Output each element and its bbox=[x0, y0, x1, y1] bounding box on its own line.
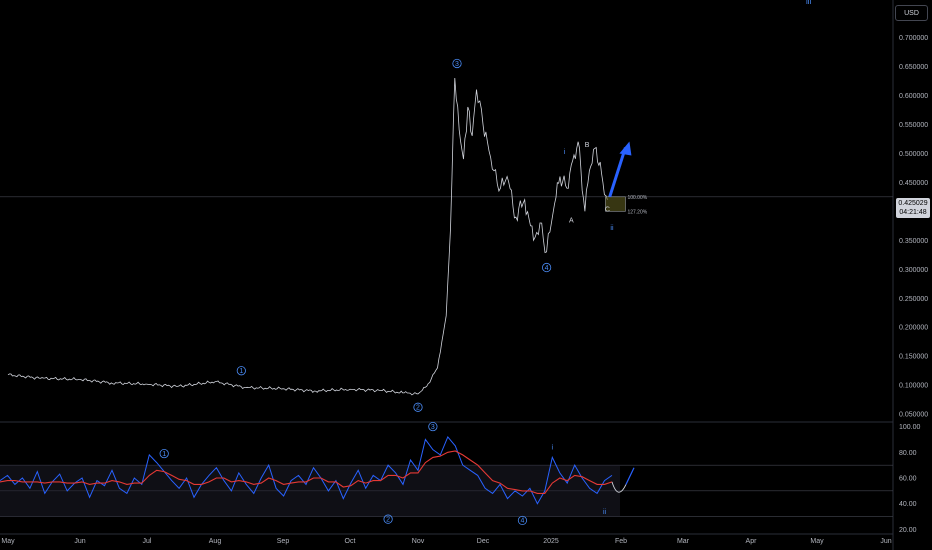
price-tick-label: 0.700000 bbox=[899, 35, 928, 42]
rsi-wave-label-circle bbox=[428, 421, 438, 432]
time-tick-label: Jun bbox=[74, 538, 85, 545]
time-tick-label: May bbox=[810, 538, 824, 545]
countdown-timer: 04:21:48 bbox=[899, 209, 927, 216]
rsi-tick-label: 60.00 bbox=[899, 476, 917, 483]
time-tick-label: Mar bbox=[677, 538, 690, 545]
price-tick-label: 0.300000 bbox=[899, 267, 928, 274]
price-tick-label: 0.250000 bbox=[899, 296, 928, 303]
rsi-signal-line bbox=[0, 450, 613, 494]
rsi-wave-label: 4 bbox=[520, 518, 524, 525]
wave-marker-top: iii bbox=[806, 0, 812, 6]
wave-label: i bbox=[564, 149, 566, 156]
wave-label: C bbox=[605, 206, 610, 213]
time-tick-label: Aug bbox=[209, 538, 222, 545]
rsi-wave-label: 3 bbox=[431, 424, 435, 431]
wave-label-circle bbox=[236, 366, 246, 376]
price-tick-label: 0.050000 bbox=[899, 412, 928, 419]
wave-label: 2 bbox=[416, 405, 420, 412]
wave-label: 3 bbox=[455, 61, 459, 68]
last-price-tag: 0.425029 04:21:48 bbox=[896, 198, 930, 218]
time-tick-label: Oct bbox=[345, 538, 356, 545]
time-tick-label: May bbox=[1, 538, 15, 545]
time-tick-label: Nov bbox=[412, 538, 425, 545]
fib-zone bbox=[605, 196, 626, 212]
time-tick-label: Feb bbox=[615, 538, 627, 545]
wave-label-circle bbox=[413, 402, 423, 412]
time-tick-label: Apr bbox=[746, 538, 758, 545]
wave-label: 1 bbox=[239, 368, 243, 375]
rsi-band-fill bbox=[0, 465, 620, 517]
rsi-projection-arrow bbox=[625, 467, 635, 485]
price-tick-label: 0.500000 bbox=[899, 151, 928, 158]
price-tick-label: 0.450000 bbox=[899, 180, 928, 187]
rsi-tick-label: 40.00 bbox=[899, 501, 917, 508]
rsi-tick-label: 20.00 bbox=[899, 527, 917, 534]
last-price-value: 0.425029 bbox=[898, 200, 928, 207]
rsi-wave-label: ii bbox=[603, 509, 607, 516]
currency-button[interactable]: USD bbox=[895, 5, 928, 21]
time-tick-label: 2025 bbox=[543, 538, 559, 545]
price-tick-label: 0.600000 bbox=[899, 93, 928, 100]
wave-label: ii bbox=[610, 225, 614, 232]
time-tick-label: Dec bbox=[477, 538, 490, 545]
price-series-line bbox=[7, 77, 608, 396]
wave-label-circle bbox=[542, 262, 552, 273]
price-tick-label: 0.550000 bbox=[899, 122, 928, 129]
wave-label-circle bbox=[452, 58, 462, 69]
rsi-projection-curve bbox=[611, 481, 627, 493]
rsi-tick-label: 100.00 bbox=[899, 424, 921, 431]
price-tick-label: 0.650000 bbox=[899, 64, 928, 71]
projection-arrow-shaft bbox=[608, 147, 627, 198]
wave-label: 4 bbox=[545, 265, 549, 272]
price-tick-label: 0.350000 bbox=[899, 238, 928, 245]
rsi-wave-label-circle bbox=[383, 514, 393, 524]
rsi-wave-label: 2 bbox=[386, 516, 390, 523]
rsi-wave-label-circle bbox=[517, 515, 528, 526]
fib-level-label: 127.20% bbox=[627, 209, 647, 215]
price-tick-label: 0.100000 bbox=[899, 383, 928, 390]
time-tick-label: Sep bbox=[277, 538, 290, 545]
fib-level-label: 100.00% bbox=[627, 195, 647, 201]
rsi-wave-label: i bbox=[552, 445, 554, 452]
rsi-wave-label: 1 bbox=[162, 451, 166, 458]
wave-label: B bbox=[585, 142, 590, 149]
price-tick-label: 0.200000 bbox=[899, 325, 928, 332]
price-tick-label: 0.150000 bbox=[899, 354, 928, 361]
wave-label: A bbox=[569, 218, 574, 225]
time-tick-label: Jul bbox=[143, 538, 152, 545]
rsi-tick-label: 80.00 bbox=[899, 450, 917, 457]
projection-arrow-head bbox=[619, 141, 632, 156]
rsi-wave-label-circle bbox=[159, 448, 169, 459]
time-tick-label: Jun bbox=[880, 538, 891, 545]
rsi-line bbox=[0, 435, 613, 505]
